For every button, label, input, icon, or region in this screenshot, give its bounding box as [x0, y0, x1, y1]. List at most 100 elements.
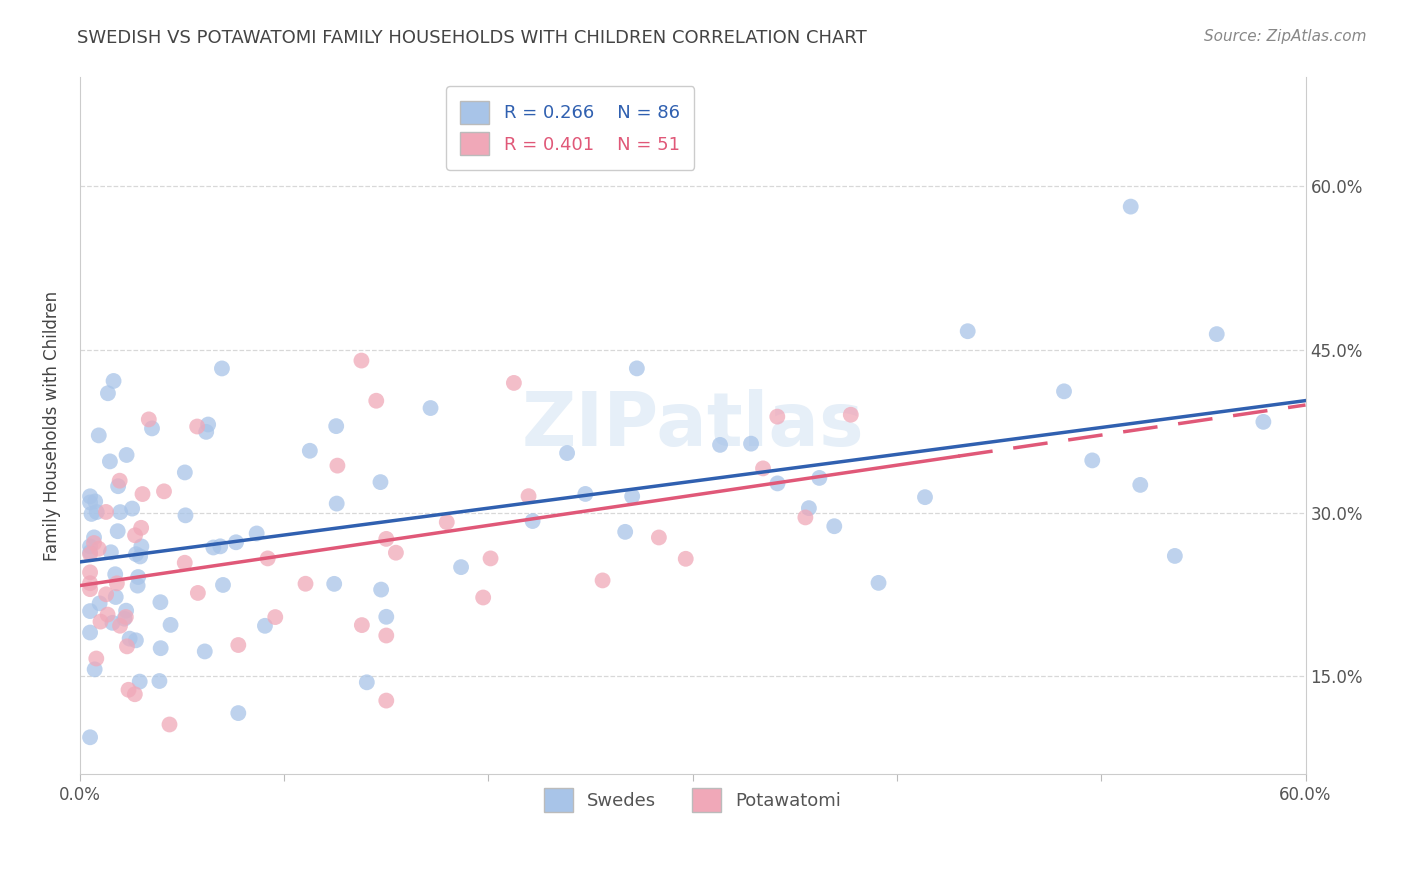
- Point: [79, 731, 101, 745]
- Point: [350, 618, 373, 632]
- Point: [83, 536, 105, 550]
- Point: [766, 476, 789, 491]
- Point: [108, 505, 131, 519]
- Point: [114, 610, 136, 624]
- Point: [79, 547, 101, 561]
- Point: [522, 514, 544, 528]
- Point: [131, 487, 153, 501]
- Point: [118, 632, 141, 646]
- Point: [868, 575, 890, 590]
- Point: [797, 501, 820, 516]
- Legend: Swedes, Potawatomi: Swedes, Potawatomi: [531, 776, 855, 824]
- Point: [138, 412, 160, 426]
- Point: [479, 551, 502, 566]
- Point: [298, 443, 321, 458]
- Point: [709, 438, 731, 452]
- Point: [105, 576, 128, 591]
- Point: [450, 560, 472, 574]
- Point: [186, 419, 208, 434]
- Point: [1253, 415, 1275, 429]
- Text: Source: ZipAtlas.com: Source: ZipAtlas.com: [1204, 29, 1367, 45]
- Point: [472, 591, 495, 605]
- Point: [149, 595, 172, 609]
- Point: [124, 687, 146, 701]
- Y-axis label: Family Households with Children: Family Households with Children: [44, 291, 60, 561]
- Point: [80, 507, 103, 521]
- Point: [1119, 200, 1142, 214]
- Point: [107, 524, 129, 539]
- Point: [129, 549, 152, 564]
- Point: [325, 497, 347, 511]
- Point: [101, 615, 124, 630]
- Point: [1205, 327, 1227, 342]
- Point: [195, 425, 218, 439]
- Point: [325, 419, 347, 434]
- Point: [1129, 478, 1152, 492]
- Point: [194, 644, 217, 658]
- Point: [226, 706, 249, 720]
- Point: [356, 675, 378, 690]
- Point: [209, 539, 232, 553]
- Point: [159, 618, 181, 632]
- Point: [104, 567, 127, 582]
- Point: [84, 494, 107, 508]
- Point: [1053, 384, 1076, 399]
- Point: [197, 417, 219, 432]
- Point: [173, 466, 195, 480]
- Point: [79, 539, 101, 553]
- Point: [89, 596, 111, 610]
- Point: [323, 577, 346, 591]
- Point: [574, 487, 596, 501]
- Point: [246, 526, 269, 541]
- Point: [97, 386, 120, 401]
- Point: [131, 540, 153, 554]
- Point: [211, 361, 233, 376]
- Point: [326, 458, 349, 473]
- Point: [129, 521, 152, 535]
- Point: [127, 579, 149, 593]
- Point: [256, 551, 278, 566]
- Point: [94, 505, 117, 519]
- Point: [517, 489, 540, 503]
- Point: [225, 535, 247, 549]
- Point: [808, 471, 831, 485]
- Point: [125, 547, 148, 561]
- Point: [823, 519, 845, 533]
- Point: [79, 582, 101, 596]
- Point: [370, 582, 392, 597]
- Point: [1164, 549, 1187, 563]
- Point: [253, 619, 276, 633]
- Point: [187, 586, 209, 600]
- Text: SWEDISH VS POTAWATOMI FAMILY HOUSEHOLDS WITH CHILDREN CORRELATION CHART: SWEDISH VS POTAWATOMI FAMILY HOUSEHOLDS …: [77, 29, 868, 47]
- Point: [212, 578, 235, 592]
- Point: [115, 448, 138, 462]
- Point: [621, 489, 644, 503]
- Point: [153, 484, 176, 499]
- Point: [86, 505, 108, 519]
- Point: [83, 662, 105, 676]
- Point: [366, 393, 388, 408]
- Point: [112, 612, 135, 626]
- Point: [108, 474, 131, 488]
- Point: [87, 541, 110, 556]
- Point: [1081, 453, 1104, 467]
- Point: [149, 641, 172, 656]
- Point: [740, 436, 762, 450]
- Point: [115, 640, 138, 654]
- Point: [555, 446, 578, 460]
- Point: [375, 609, 398, 624]
- Point: [375, 532, 398, 546]
- Point: [115, 604, 138, 618]
- Point: [794, 510, 817, 524]
- Point: [79, 495, 101, 509]
- Point: [124, 528, 146, 542]
- Point: [159, 717, 181, 731]
- Point: [752, 461, 775, 475]
- Point: [419, 401, 441, 415]
- Point: [94, 587, 117, 601]
- Point: [79, 576, 101, 591]
- Point: [107, 479, 129, 493]
- Point: [766, 409, 789, 424]
- Point: [839, 408, 862, 422]
- Point: [79, 489, 101, 503]
